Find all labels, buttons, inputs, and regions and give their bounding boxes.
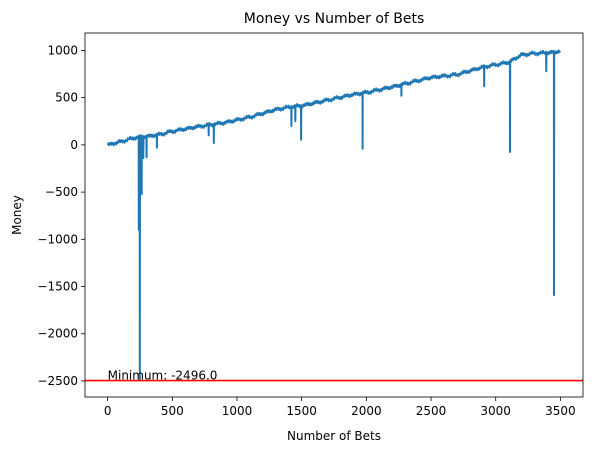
y-tick-label: −1000 [37,232,78,246]
x-tick-label: 2500 [416,404,447,418]
y-tick-label: −1500 [37,280,78,294]
y-tick-label: 0 [70,138,78,152]
x-tick-label: 0 [104,404,112,418]
x-axis: 0 500 1000 1500 2000 2500 3000 3500 [104,397,576,418]
y-tick-label: 1000 [47,43,78,57]
chart-title: Money vs Number of Bets [244,11,425,27]
x-tick-label: 2000 [351,404,382,418]
minimum-annotation: Minimum: -2496.0 [108,369,218,383]
x-tick-label: 3000 [480,404,511,418]
y-tick-label: 500 [55,91,78,105]
series-line [106,49,561,382]
x-tick-label: 3500 [545,404,576,418]
x-tick-label: 1500 [286,404,317,418]
x-tick-label: 500 [161,404,184,418]
x-tick-label: 1000 [222,404,253,418]
y-tick-label: −2500 [37,374,78,388]
plot-frame [84,32,584,398]
y-tick-label: −500 [45,185,78,199]
y-axis: −2500 −2000 −1500 −1000 −500 0 500 1000 [37,43,85,388]
y-axis-label: Money [10,195,24,235]
x-axis-label: Number of Bets [287,429,381,443]
y-tick-label: −2000 [37,327,78,341]
